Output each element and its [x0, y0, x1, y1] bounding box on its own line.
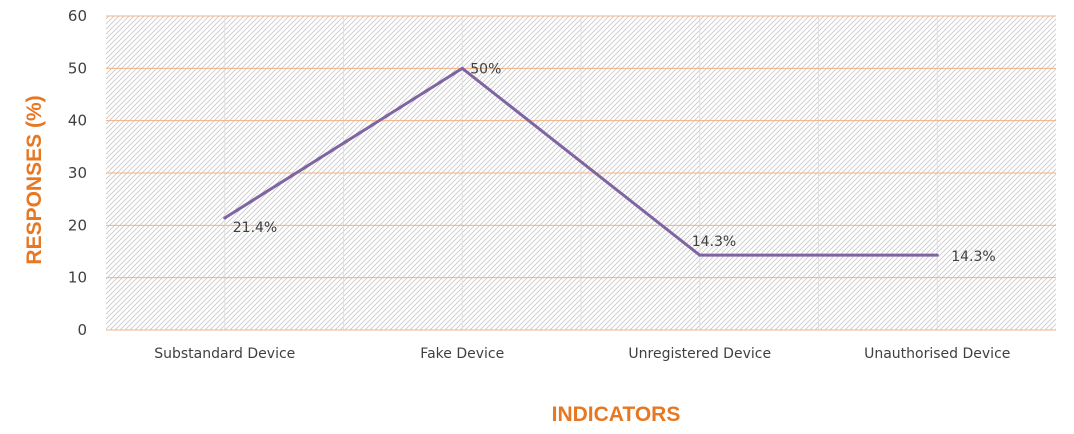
y-tick-label: 20 [68, 216, 87, 234]
y-axis-ticks: 0 10 20 30 40 50 60 [68, 7, 87, 339]
data-point [698, 253, 702, 257]
data-label: 50% [470, 61, 501, 77]
y-tick-label: 60 [68, 7, 87, 25]
x-axis-ticks: Substandard Device Fake Device Unregistere… [154, 346, 1010, 362]
data-point [935, 253, 939, 257]
y-tick-label: 50 [68, 59, 87, 77]
x-tick-label: Substandard Device [154, 346, 295, 362]
data-point [223, 216, 227, 220]
x-tick-label: Unregistered Device [628, 346, 771, 362]
data-labels: 21.4% 50% 14.3% 14.3% [233, 61, 996, 265]
y-tick-label: 0 [77, 321, 87, 339]
y-tick-label: 40 [68, 112, 87, 130]
data-point [460, 66, 464, 70]
data-label: 14.3% [951, 249, 995, 265]
y-tick-label: 30 [68, 164, 87, 182]
series-line [223, 66, 938, 257]
series-layer [223, 66, 939, 257]
x-axis-title: INDICATORS [552, 403, 681, 426]
data-label: 14.3% [692, 234, 736, 250]
data-label: 21.4% [233, 220, 277, 236]
y-tick-label: 10 [68, 269, 87, 287]
y-axis-title: RESPONSES (%) [23, 95, 46, 264]
x-tick-label: Fake Device [420, 346, 504, 362]
x-tick-label: Unauthorised Device [864, 346, 1010, 362]
